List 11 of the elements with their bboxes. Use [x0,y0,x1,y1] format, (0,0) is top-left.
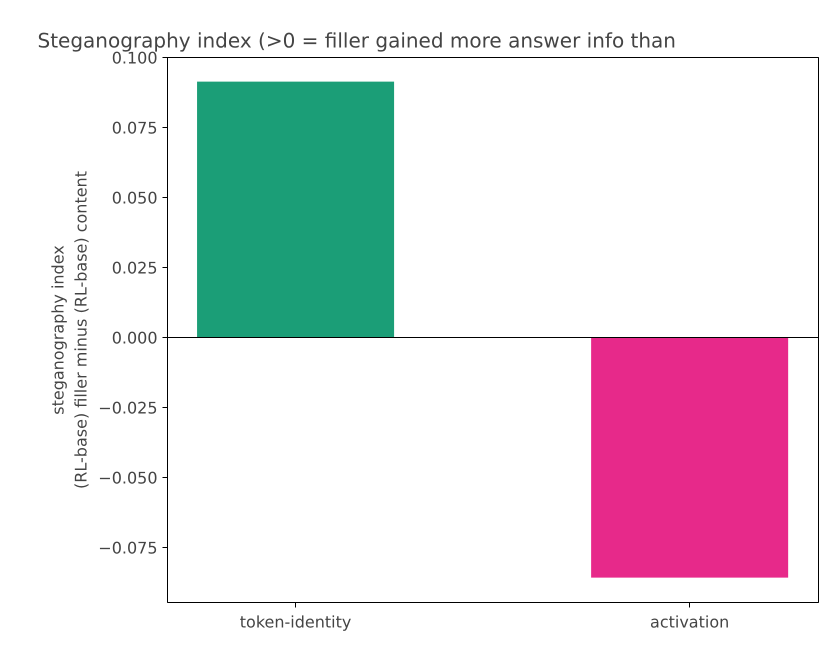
y-tick-label: 0.050 [112,188,158,208]
y-tick-label: −0.025 [98,398,158,418]
chart-title: Steganography index (>0 = filler gained more answer info than [38,28,676,52]
x-tick-label: token-identity [240,612,352,632]
y-tick-label: −0.050 [98,468,158,488]
y-tick-label: 0.025 [112,258,158,278]
y-tick-label: −0.075 [98,538,158,558]
y-axis-title: steganography index (RL-base) filler minus (RL-base) content [48,171,90,489]
y-tick-label: 0.075 [112,118,158,138]
y-tick-label: 0.000 [112,328,158,348]
x-tick-label: activation [650,612,730,632]
